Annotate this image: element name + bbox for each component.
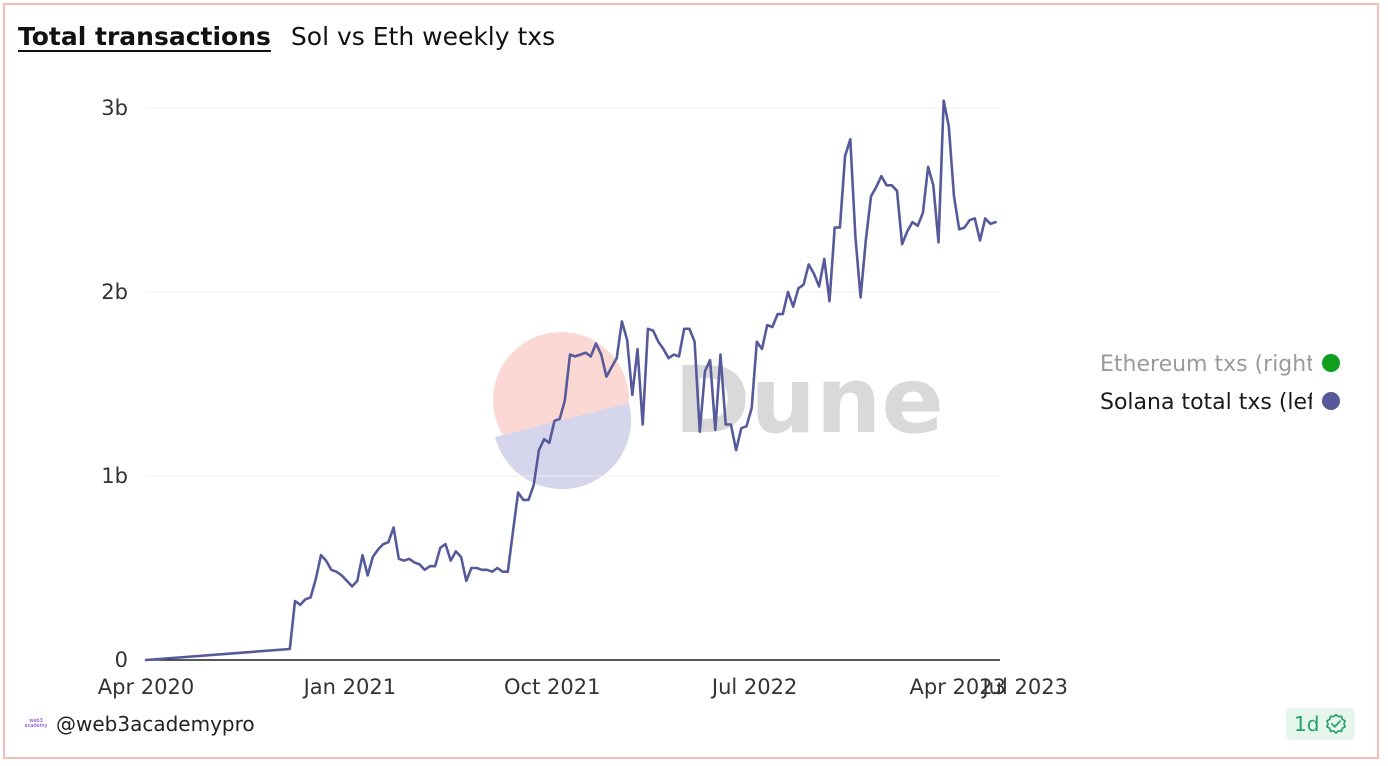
series-line-solana <box>144 99 997 662</box>
x-tick-label: Jan 2021 <box>302 675 397 699</box>
chart-card <box>3 3 1379 759</box>
x-tick-label: Apr 2020 <box>98 675 194 699</box>
y-tick-label: 3b <box>101 96 128 120</box>
y-tick-label: 1b <box>101 464 128 488</box>
x-tick-label: Jul 2023 <box>980 675 1067 699</box>
watermark-text: Dune <box>674 347 944 454</box>
avatar[interactable]: web3 academy <box>25 718 47 729</box>
tab-total-transactions[interactable]: Total transactions <box>18 22 271 51</box>
legend-item-ethereum[interactable]: Ethereum txs (right) <box>1100 345 1340 383</box>
creator-info: web3 academy @web3academypro <box>25 712 255 736</box>
freshness-badge[interactable]: 1d <box>1286 708 1356 740</box>
y-tick-label: 0 <box>115 648 128 672</box>
creator-username[interactable]: @web3academypro <box>56 712 255 736</box>
x-tick-label: Jul 2022 <box>710 675 797 699</box>
dune-watermark: Dune <box>493 332 944 490</box>
chart-subtitle: Sol vs Eth weekly txs <box>290 22 556 51</box>
chart-header: Total transactions Sol vs Eth weekly txs <box>18 22 555 51</box>
watermark-logo-bottom-icon <box>495 403 632 490</box>
x-tick-label: Apr 2023 <box>910 675 1006 699</box>
legend-label-solana: Solana total txs (left) <box>1100 389 1312 415</box>
freshness-label: 1d <box>1294 712 1320 736</box>
x-tick-label: Oct 2021 <box>504 675 600 699</box>
legend-dot-solana <box>1322 392 1340 410</box>
legend-dot-ethereum <box>1322 354 1340 372</box>
y-tick-label: 2b <box>101 280 128 304</box>
legend: Ethereum txs (right) Solana total txs (l… <box>1100 345 1340 421</box>
legend-item-solana[interactable]: Solana total txs (left) <box>1100 383 1340 421</box>
verified-check-icon <box>1326 713 1347 734</box>
legend-label-ethereum: Ethereum txs (right) <box>1100 351 1312 377</box>
